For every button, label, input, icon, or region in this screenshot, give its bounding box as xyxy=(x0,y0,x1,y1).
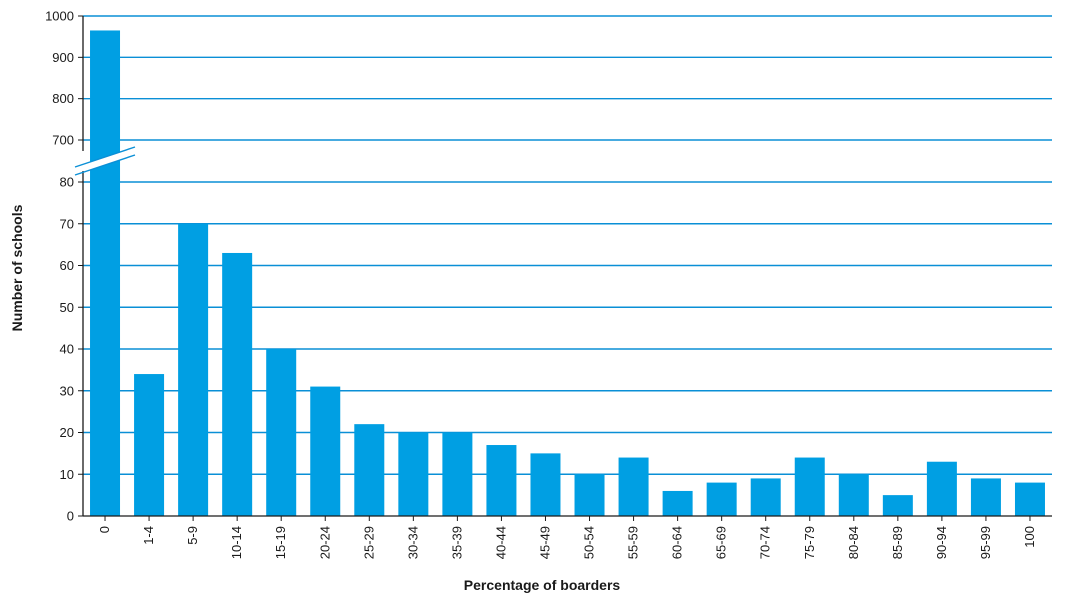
axis-break-gap xyxy=(75,147,135,175)
bar-55-59 xyxy=(618,457,649,516)
x-tick-label: 40-44 xyxy=(493,526,508,559)
x-tick-label: 25-29 xyxy=(361,526,376,559)
x-tick-label: 95-99 xyxy=(978,526,993,559)
bar-1-4 xyxy=(134,374,165,516)
bar-30-34 xyxy=(398,432,429,516)
x-tick-label: 65-69 xyxy=(714,526,729,559)
bar-90-94 xyxy=(926,461,957,516)
bar-0 xyxy=(90,30,121,516)
x-tick-label: 20-24 xyxy=(317,526,332,559)
bar-85-89 xyxy=(882,495,913,516)
y-tick-label: 70 xyxy=(60,216,74,231)
x-tick-label: 60-64 xyxy=(670,526,685,559)
x-tick-label: 45-49 xyxy=(537,526,552,559)
bar-70-74 xyxy=(750,478,781,516)
x-tick-label: 70-74 xyxy=(758,526,773,559)
bar-40-44 xyxy=(486,445,517,516)
y-tick-label: 50 xyxy=(60,300,74,315)
x-tick-label: 90-94 xyxy=(934,526,949,559)
x-tick-label: 55-59 xyxy=(626,526,641,559)
x-tick-label: 75-79 xyxy=(802,526,817,559)
y-tick-label: 1000 xyxy=(45,9,74,24)
x-tick-label: 35-39 xyxy=(449,526,464,559)
y-tick-label: 40 xyxy=(60,342,74,357)
x-tick-label: 85-89 xyxy=(890,526,905,559)
y-tick-label: 700 xyxy=(52,133,74,148)
bar-60-64 xyxy=(662,490,693,516)
x-tick-label: 0 xyxy=(97,526,112,533)
bar-100 xyxy=(1014,482,1045,516)
bar-80-84 xyxy=(838,474,869,516)
bar-15-19 xyxy=(266,349,297,516)
x-tick-label: 5-9 xyxy=(185,526,200,545)
axis-break-mark xyxy=(74,154,136,176)
x-axis-title: Percentage of boarders xyxy=(464,577,621,593)
bars xyxy=(90,30,1045,516)
y-tick-label: 60 xyxy=(60,258,74,273)
axes xyxy=(74,15,1052,521)
bar-95-99 xyxy=(970,478,1001,516)
bar-65-69 xyxy=(706,482,737,516)
bar-45-49 xyxy=(530,453,561,516)
y-tick-label: 20 xyxy=(60,425,74,440)
bar-10-14 xyxy=(222,252,253,516)
bar-20-24 xyxy=(310,386,341,516)
x-tick-label: 80-84 xyxy=(846,526,861,559)
x-tick-label: 30-34 xyxy=(405,526,420,559)
x-tick-label: 15-19 xyxy=(273,526,288,559)
x-tick-label: 100 xyxy=(1022,526,1037,548)
y-tick-label: 900 xyxy=(52,50,74,65)
axis-break-mark xyxy=(74,146,136,168)
bar-50-54 xyxy=(574,474,605,516)
x-tick-label: 1-4 xyxy=(141,526,156,545)
y-tick-label: 10 xyxy=(60,467,74,482)
bar-75-79 xyxy=(794,457,825,516)
bar-25-29 xyxy=(354,424,385,516)
bar-5-9 xyxy=(178,223,209,516)
y-tick-label: 0 xyxy=(67,509,74,524)
y-tick-label: 80 xyxy=(60,175,74,190)
x-tick-label: 10-14 xyxy=(229,526,244,559)
x-tick-labels: 0 1-4 5-9 10-14 15-19 20-24 25-29 30-34 35-39 40-… xyxy=(97,526,1037,559)
y-tick-label: 30 xyxy=(60,383,74,398)
y-tick-label: 800 xyxy=(52,91,74,106)
y-axis-title: Number of schools xyxy=(9,204,25,331)
x-tick-label: 50-54 xyxy=(582,526,597,559)
y-tick-labels: 0 10 20 30 40 50 60 70 80 700 800 900 1000 xyxy=(45,9,74,524)
bar-35-39 xyxy=(442,432,473,516)
